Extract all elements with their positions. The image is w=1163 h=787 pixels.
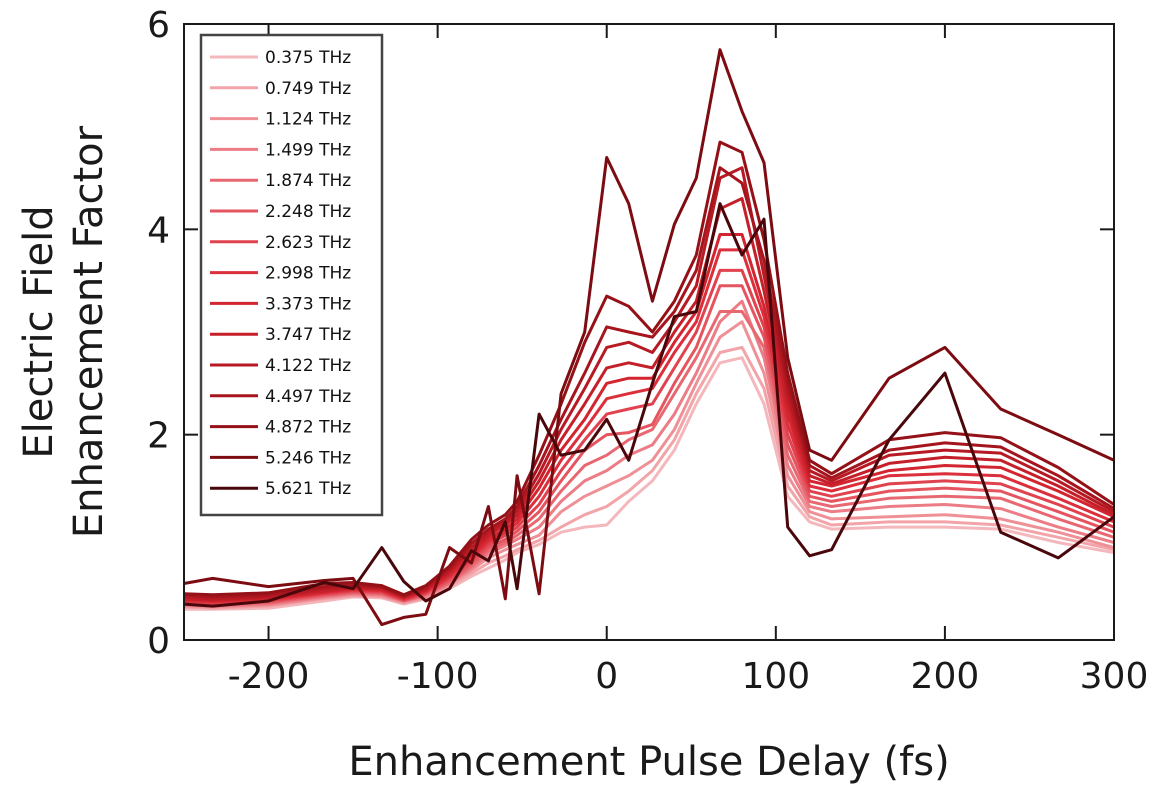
- y-axis-title-line-1: Electric Field: [16, 205, 62, 458]
- legend-label: 5.246 THz: [265, 448, 351, 468]
- y-tick-label: 0: [147, 621, 170, 662]
- legend-label: 1.874 THz: [265, 171, 351, 191]
- legend-label: 4.497 THz: [265, 387, 351, 407]
- x-tick-label: -100: [397, 656, 479, 697]
- legend-label: 2.623 THz: [265, 233, 351, 253]
- series-line-14: [183, 48, 1115, 627]
- x-axis-title: Enhancement Pulse Delay (fs): [348, 739, 949, 785]
- series-line-15: [183, 202, 1115, 608]
- legend-label: 2.998 THz: [265, 264, 351, 284]
- x-tick-label: 300: [1080, 656, 1149, 697]
- legend-label: 5.621 THz: [265, 479, 351, 499]
- y-tick-label: 4: [147, 210, 170, 251]
- legend-label: 2.248 THz: [265, 202, 351, 222]
- plot-frame: [183, 23, 1115, 641]
- legend-label: 1.499 THz: [265, 140, 351, 160]
- x-tick-label: 0: [595, 656, 618, 697]
- y-tick-label: 2: [147, 416, 170, 457]
- series-line-13: [183, 140, 1115, 597]
- y-axis-title-line-2: Enhancement Factor: [66, 125, 112, 538]
- axis-ticks: -200 -100 0 100 200 300 0 2 4 6: [147, 5, 1148, 697]
- legend-label: 0.749 THz: [265, 79, 351, 99]
- legend-label: 4.122 THz: [265, 356, 351, 376]
- legend-label: 4.872 THz: [265, 418, 351, 438]
- legend-box: [199, 33, 384, 517]
- series-layer: [183, 48, 1115, 627]
- x-tick-label: -200: [228, 656, 310, 697]
- legend-label: 3.373 THz: [265, 294, 351, 314]
- x-tick-label: 200: [911, 656, 980, 697]
- x-tick-label: 100: [741, 656, 810, 697]
- y-tick-label: 6: [147, 5, 170, 46]
- legend-label: 0.375 THz: [265, 48, 351, 68]
- legend: 0.375 THz 0.749 THz 1.124 THz 1.499 THz 1.87…: [199, 33, 384, 517]
- legend-label: 3.747 THz: [265, 325, 351, 345]
- legend-label: 1.124 THz: [265, 110, 351, 130]
